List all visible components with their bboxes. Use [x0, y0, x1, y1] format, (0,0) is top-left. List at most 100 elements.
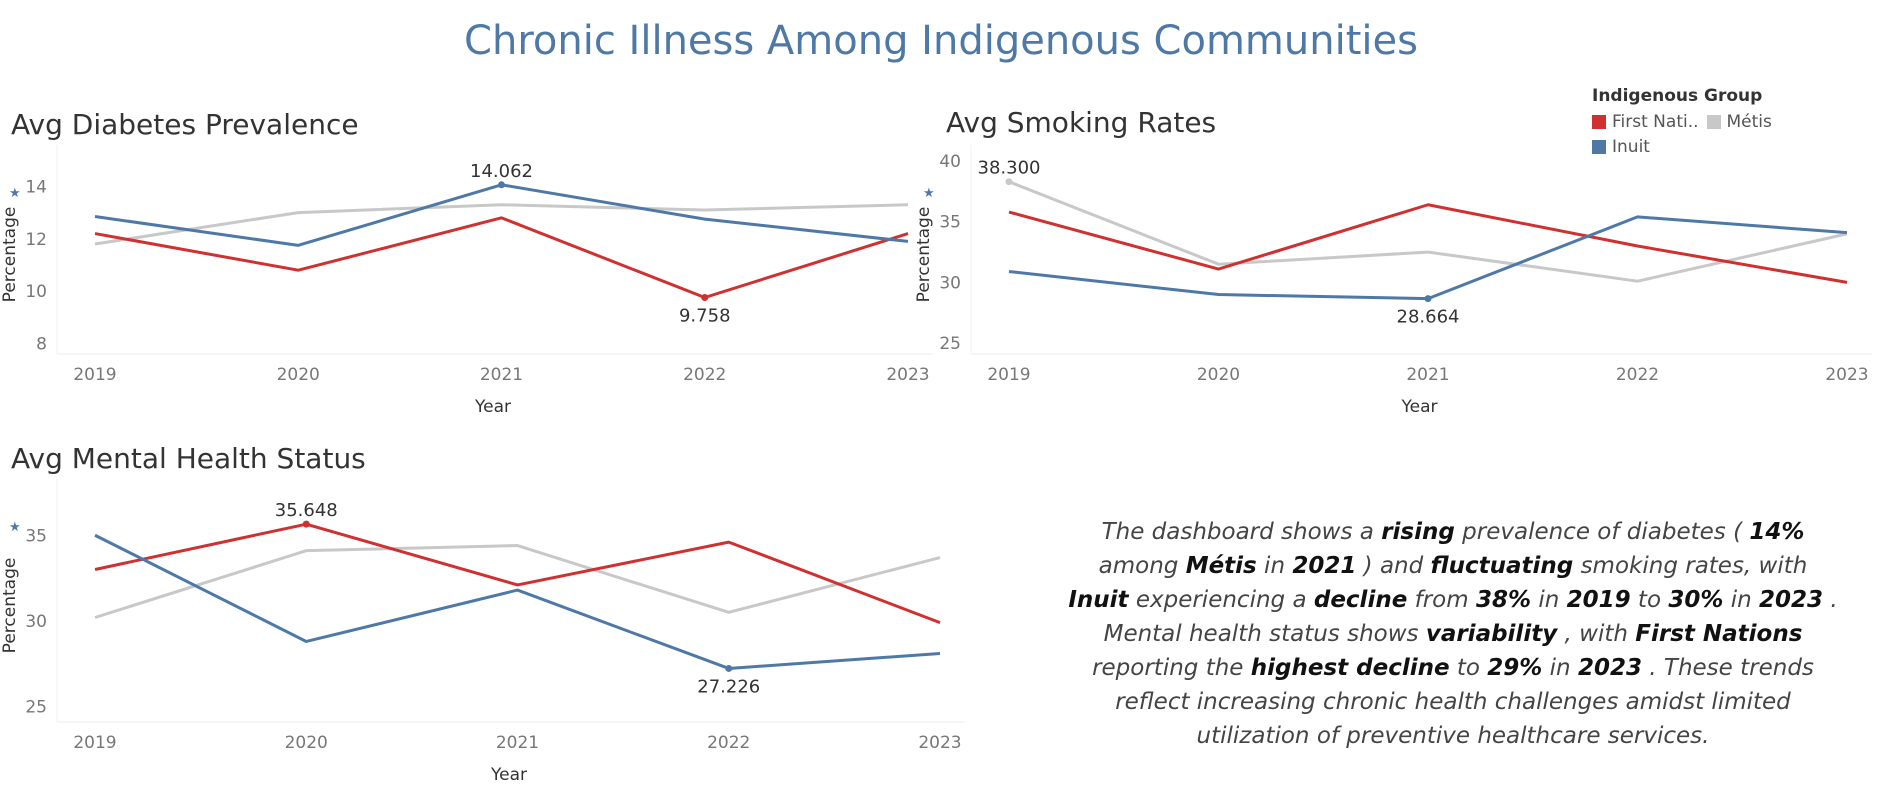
diabetes-chart-title: Avg Diabetes Prevalence [11, 108, 359, 141]
legend-item-first-nations[interactable]: First Nati.. [1592, 109, 1699, 134]
data-point-marker[interactable] [701, 293, 709, 301]
y-tick-label: 35 [939, 213, 961, 233]
series-line-m-tis[interactable] [94, 203, 909, 246]
legend-label-metis: Métis [1726, 111, 1772, 132]
summary-fragment: from [1407, 587, 1476, 613]
data-point-marker[interactable] [498, 181, 505, 189]
data-label: 14.062 [470, 161, 533, 182]
legend-items: First Nati.. Métis Inuit [1592, 109, 1822, 159]
summary-fragment: experiencing a [1128, 587, 1314, 613]
summary-fragment: prevalence of diabetes ( [1454, 519, 1750, 545]
y-axis-title: Percentage [914, 207, 934, 303]
summary-emphasis: 2019 [1566, 587, 1631, 613]
mental-health-chart-title: Avg Mental Health Status [11, 442, 366, 475]
pin-icon[interactable]: ★ [923, 186, 935, 201]
summary-emphasis: Inuit [1068, 587, 1129, 613]
summary-emphasis: 29% [1487, 655, 1543, 681]
data-label: 28.664 [1397, 307, 1460, 328]
y-axis-title: Percentage [0, 558, 20, 654]
y-tick-label: 8 [36, 335, 47, 355]
y-tick-label: 30 [939, 273, 961, 293]
y-tick-label: 25 [939, 334, 961, 354]
summary-emphasis: Métis [1185, 553, 1257, 579]
data-point-marker[interactable] [302, 520, 310, 528]
y-tick-label: 14 [25, 177, 47, 197]
x-axis-title: Year [1401, 397, 1438, 417]
legend-label-first-nations: First Nati.. [1612, 111, 1699, 132]
summary-emphasis: fluctuating [1430, 553, 1574, 579]
x-axis-title: Year [490, 765, 527, 785]
x-axis-title: Year [474, 397, 511, 417]
x-tick-label: 2020 [277, 365, 320, 385]
summary-emphasis: 2023 [1577, 655, 1642, 681]
data-label: 38.300 [978, 158, 1041, 179]
series-line-inuit[interactable] [94, 533, 941, 670]
summary-fragment: to [1630, 587, 1669, 613]
x-tick-label: 2019 [987, 365, 1030, 385]
summary-fragment: . Mental health status shows [1103, 587, 1838, 647]
summary-fragment: in [1723, 587, 1759, 613]
summary-emphasis: 2021 [1292, 553, 1357, 579]
summary-emphasis: decline [1313, 587, 1408, 613]
summary-text: The dashboard shows a rising prevalence … [1068, 515, 1838, 753]
series-line-first-nations[interactable] [94, 216, 909, 299]
x-tick-label: 2021 [480, 365, 523, 385]
summary-emphasis: variability [1425, 621, 1558, 647]
x-tick-label: 2020 [1197, 365, 1240, 385]
summary-emphasis: rising [1381, 519, 1455, 545]
summary-fragment: The dashboard shows a [1101, 519, 1382, 545]
legend: Indigenous Group First Nati.. Métis Inui… [1592, 86, 1852, 159]
smoking-chart-title: Avg Smoking Rates [946, 106, 1217, 139]
data-label: 35.648 [275, 500, 338, 521]
x-tick-label: 2021 [1406, 365, 1449, 385]
legend-item-inuit[interactable]: Inuit [1592, 134, 1650, 159]
series-line-m-tis[interactable] [1008, 180, 1848, 283]
series-line-first-nations[interactable] [1008, 203, 1848, 284]
summary-emphasis: 2023 [1759, 587, 1824, 613]
legend-label-inuit: Inuit [1612, 136, 1650, 157]
legend-swatch-metis [1706, 114, 1721, 129]
summary-emphasis: 38% [1475, 587, 1532, 613]
x-tick-label: 2023 [886, 365, 929, 385]
legend-swatch-inuit [1592, 139, 1606, 154]
legend-item-metis[interactable]: Métis [1706, 109, 1772, 134]
summary-fragment: ) and [1356, 553, 1431, 579]
summary-fragment: in [1542, 655, 1578, 681]
x-tick-label: 2022 [683, 365, 726, 385]
pin-icon[interactable]: ★ [9, 186, 21, 201]
x-tick-label: 2021 [496, 733, 539, 753]
y-tick-label: 30 [25, 612, 47, 632]
data-label: 27.226 [697, 676, 760, 697]
summary-fragment: . These trends reflect increasing chroni… [1115, 655, 1814, 749]
x-tick-label: 2020 [285, 733, 328, 753]
summary-fragment: smoking rates, with [1573, 553, 1808, 579]
summary-fragment: to [1449, 655, 1488, 681]
y-tick-label: 25 [25, 698, 47, 718]
y-tick-label: 35 [25, 526, 47, 546]
summary-fragment: in [1256, 553, 1293, 579]
x-tick-label: 2022 [1616, 365, 1659, 385]
x-tick-label: 2023 [918, 733, 961, 753]
summary-emphasis: 14% [1749, 519, 1805, 545]
x-tick-label: 2023 [1825, 365, 1868, 385]
series-line-m-tis[interactable] [94, 544, 941, 619]
data-point-marker[interactable] [1424, 295, 1432, 303]
summary-emphasis: First Nations [1635, 621, 1803, 647]
pin-icon[interactable]: ★ [9, 520, 21, 535]
y-tick-label: 40 [939, 152, 961, 172]
summary-fragment: among [1098, 553, 1186, 579]
series-line-first-nations[interactable] [94, 522, 941, 625]
data-point-marker[interactable] [1005, 178, 1013, 186]
y-axis-title: Percentage [0, 207, 20, 303]
summary-fragment: in [1531, 587, 1567, 613]
summary-emphasis: 30% [1668, 587, 1724, 613]
y-tick-label: 12 [25, 230, 47, 250]
y-tick-label: 10 [25, 282, 47, 302]
summary-fragment: , with [1557, 621, 1636, 647]
dashboard-title: Chronic Illness Among Indigenous Communi… [464, 18, 1418, 64]
summary-emphasis: highest decline [1250, 655, 1450, 681]
data-point-marker[interactable] [725, 664, 733, 672]
